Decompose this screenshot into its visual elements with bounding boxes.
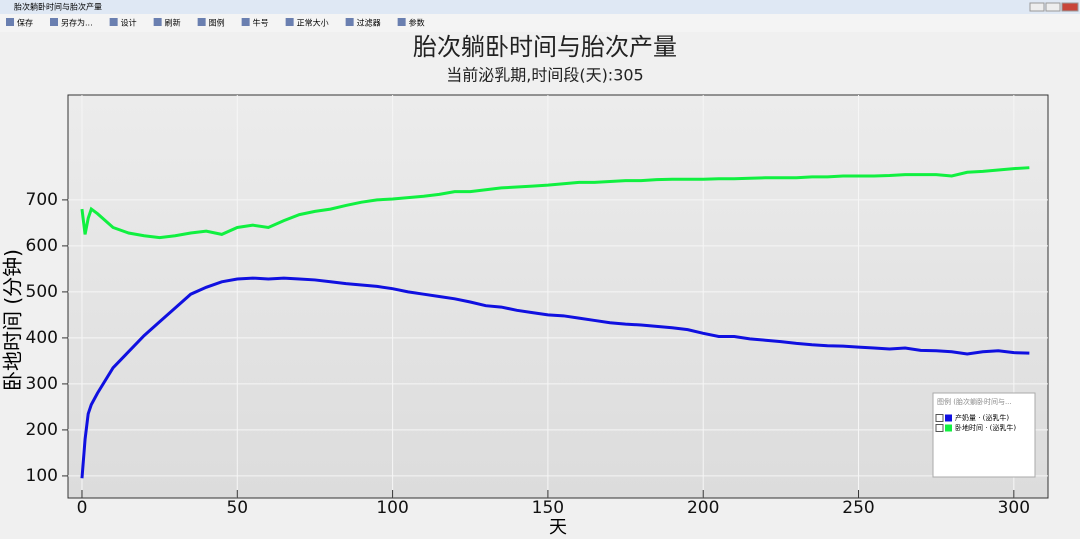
toolbar-button[interactable]: 保存 xyxy=(17,18,33,28)
x-tick-label: 100 xyxy=(376,498,408,518)
x-tick-label: 50 xyxy=(226,498,248,518)
toolbar xyxy=(0,14,1080,32)
toolbar-button[interactable]: 另存为... xyxy=(61,18,93,28)
toolbar-icon xyxy=(197,18,206,26)
legend-panel[interactable] xyxy=(932,392,1036,478)
window-title: 胎次躺卧时间与胎次产量 xyxy=(14,2,102,12)
toolbar-buttons: 保存 另存为... 设计 刷新 图例 牛号 正常大小 过滤器 参数 xyxy=(6,18,425,28)
y-tick-label: 500 xyxy=(26,282,58,302)
legend-entry: 产奶量 · (泌乳牛) xyxy=(955,413,1009,422)
y-tick-label: 700 xyxy=(26,190,58,210)
toolbar-icon xyxy=(241,18,250,26)
data-line xyxy=(80,166,1030,240)
plot-area xyxy=(67,94,1049,499)
y-tick-label: 300 xyxy=(26,374,58,394)
toolbar-icon xyxy=(6,18,14,26)
toolbar-button[interactable]: 设计 xyxy=(121,18,137,28)
x-axis-label: 天 xyxy=(549,517,567,538)
legend-entry: 卧地时间 · (泌乳牛) xyxy=(955,423,1016,432)
x-tick-label: 0 xyxy=(77,498,88,518)
y-tick-label: 100 xyxy=(26,466,58,486)
toolbar-button[interactable]: 正常大小 xyxy=(297,18,329,28)
toolbar-button[interactable]: 刷新 xyxy=(165,18,181,28)
legend: 产奶量 · (泌乳牛)卧地时间 · (泌乳牛) xyxy=(935,413,1016,432)
x-tick-label: 250 xyxy=(842,498,874,518)
toolbar-icon xyxy=(109,18,118,26)
legend-swatch xyxy=(945,414,952,422)
toolbar-icon xyxy=(345,18,354,26)
y-tick-label: 200 xyxy=(26,420,58,440)
chart-subtitle: 当前泌乳期,时间段(天):305 xyxy=(446,66,644,85)
close-button[interactable] xyxy=(1061,2,1079,12)
toolbar-icon xyxy=(397,18,406,26)
legend-checkbox[interactable] xyxy=(935,424,944,432)
x-tick-label: 150 xyxy=(532,498,564,518)
minimize-button[interactable] xyxy=(1029,2,1045,12)
title-bar xyxy=(0,0,1080,14)
toolbar-icon xyxy=(285,18,294,26)
y-tick-label: 600 xyxy=(26,236,58,256)
legend-title: 图例 (胎次躺卧时间与... xyxy=(937,397,1012,406)
x-tick-label: 200 xyxy=(687,498,719,518)
toolbar-icon xyxy=(153,18,162,26)
data-line xyxy=(80,276,1030,479)
toolbar-button[interactable]: 牛号 xyxy=(253,18,269,28)
y-axis-label: 卧地时间 (分钟) xyxy=(1,249,25,391)
legend-swatch xyxy=(945,424,952,432)
chart-title: 胎次躺卧时间与胎次产量 xyxy=(413,33,677,61)
legend-checkbox[interactable] xyxy=(935,414,944,422)
y-tick-label: 400 xyxy=(26,328,58,348)
toolbar-icon xyxy=(50,18,58,26)
plot: 100 200 300 400 500 600 700 0 50 100 150 200 250 300 xyxy=(26,95,1048,518)
toolbar-button[interactable]: 过滤器 xyxy=(357,18,381,28)
x-tick-label: 300 xyxy=(998,498,1030,518)
toolbar-button[interactable]: 参数 xyxy=(409,18,425,28)
toolbar-button[interactable]: 图例 xyxy=(209,18,225,28)
maximize-button[interactable] xyxy=(1045,2,1061,12)
